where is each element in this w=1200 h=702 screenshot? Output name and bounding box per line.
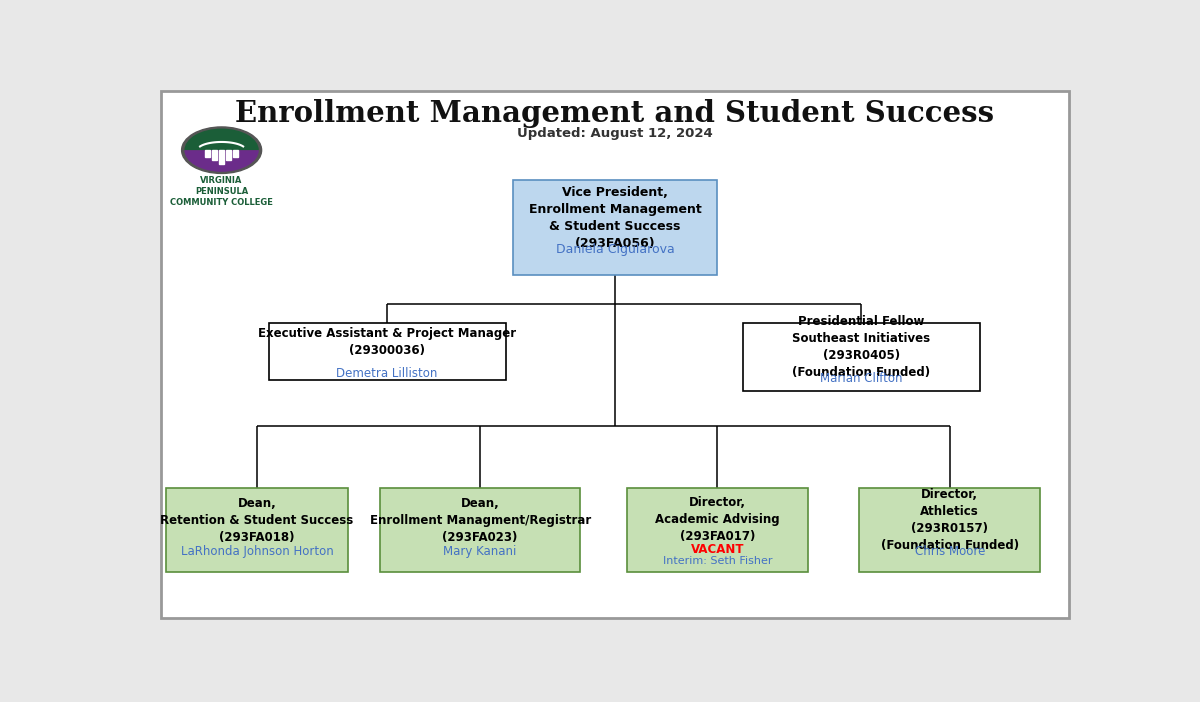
Bar [218, 150, 224, 164]
Text: Dean,
Enrollment Managment/Registrar
(293FA023): Dean, Enrollment Managment/Registrar (29… [370, 497, 590, 544]
FancyBboxPatch shape [167, 489, 348, 572]
Text: Dean,
Retention & Student Success
(293FA018): Dean, Retention & Student Success (293FA… [161, 497, 354, 544]
Text: Director,
Athletics
(293R0157)
(Foundation Funded): Director, Athletics (293R0157) (Foundati… [881, 489, 1019, 552]
Text: Updated: August 12, 2024: Updated: August 12, 2024 [517, 128, 713, 140]
FancyBboxPatch shape [161, 91, 1069, 618]
Text: Enrollment Management and Student Success: Enrollment Management and Student Succes… [235, 100, 995, 128]
Text: Vice President,
Enrollment Management
& Student Success
(293FA056): Vice President, Enrollment Management & … [529, 186, 701, 250]
Text: Interim: Seth Fisher: Interim: Seth Fisher [662, 556, 772, 566]
Text: Demetra Lilliston: Demetra Lilliston [336, 367, 438, 380]
Bar [233, 150, 239, 157]
Text: VIRGINIA
PENINSULA
COMMUNITY COLLEGE: VIRGINIA PENINSULA COMMUNITY COLLEGE [170, 176, 274, 206]
FancyBboxPatch shape [859, 489, 1040, 572]
Circle shape [181, 127, 262, 173]
FancyBboxPatch shape [512, 180, 718, 274]
Text: Marian Clifton: Marian Clifton [821, 372, 902, 385]
Wedge shape [185, 150, 259, 172]
Text: Mary Kanani: Mary Kanani [444, 545, 517, 558]
Text: VACANT: VACANT [690, 543, 744, 555]
Text: Executive Assistant & Project Manager
(29300036): Executive Assistant & Project Manager (2… [258, 327, 516, 357]
FancyBboxPatch shape [743, 324, 980, 391]
FancyBboxPatch shape [626, 489, 808, 572]
Text: Director,
Academic Advising
(293FA017): Director, Academic Advising (293FA017) [655, 496, 780, 543]
FancyBboxPatch shape [269, 324, 505, 380]
FancyBboxPatch shape [380, 489, 580, 572]
Bar [212, 150, 217, 161]
Bar [205, 150, 210, 157]
Bar [226, 150, 232, 161]
Text: Daniela Cigularova: Daniela Cigularova [556, 243, 674, 256]
Text: Presidential Fellow
Southeast Initiatives
(293R0405)
(Foundation Funded): Presidential Fellow Southeast Initiative… [792, 315, 930, 380]
Text: LaRhonda Johnson Horton: LaRhonda Johnson Horton [180, 545, 334, 558]
Wedge shape [185, 128, 259, 150]
Text: Chris Moore: Chris Moore [914, 545, 985, 558]
